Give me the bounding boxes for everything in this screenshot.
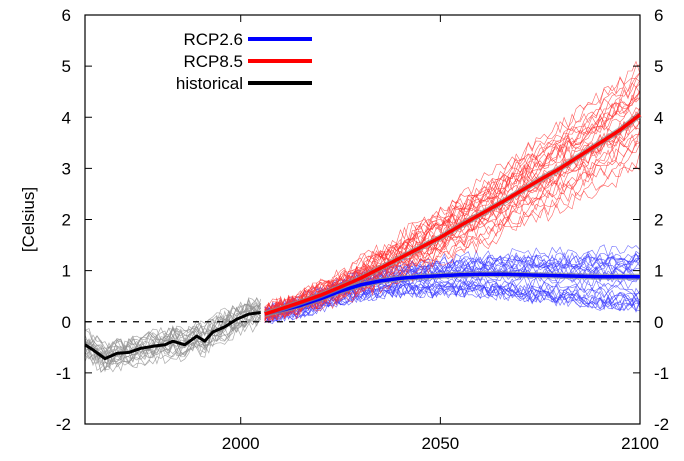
ensemble-member-line <box>264 142 641 320</box>
y-tick-label: 5 <box>62 57 71 76</box>
right-y-tick-label: 2 <box>654 211 663 230</box>
right-y-tick-label: -1 <box>654 364 669 383</box>
y-tick-label: 4 <box>62 108 71 127</box>
right-y-tick-label: 3 <box>654 159 663 178</box>
y-tick-label: -2 <box>56 415 71 434</box>
series-line-rcp8-5 <box>264 113 642 316</box>
ensemble-member-line <box>84 302 261 359</box>
ensemble-member-line <box>84 310 262 370</box>
x-tick-label: 2000 <box>222 434 260 453</box>
ensemble-member-line <box>264 97 641 320</box>
ensemble-member-line <box>84 305 262 363</box>
ensemble-member-line <box>84 303 261 362</box>
series-lines <box>84 112 642 361</box>
ensemble-member-line <box>84 298 262 355</box>
x-tick-label: 2050 <box>421 434 459 453</box>
series-line-historical <box>84 311 261 361</box>
ensemble-member-line <box>264 284 641 322</box>
legend-label: historical <box>176 74 243 93</box>
y-tick-label: 2 <box>62 211 71 230</box>
ensemble-member-line <box>264 79 641 314</box>
ensemble-member-line <box>84 318 261 371</box>
ensemble-historical <box>84 296 262 373</box>
axes: -2 -1 0 1 2 3 4 5 6 -2 -1 0 1 2 3 4 5 6 2000 2050 2100 [Celsi… <box>19 6 669 453</box>
ensemble-member-line <box>264 166 641 320</box>
x-tick-label: 2100 <box>621 434 659 453</box>
series-line-rcp2-6 <box>264 272 640 316</box>
y-tick-label: 6 <box>62 6 71 25</box>
right-y-tick-label: 6 <box>654 6 663 25</box>
legend-label: RCP8.5 <box>183 52 243 71</box>
plot-frame <box>84 14 641 425</box>
ensemble-member-line <box>264 244 641 317</box>
ensemble-member-line <box>84 318 261 373</box>
ensemble-member-line <box>264 60 641 314</box>
y-tick-label: 0 <box>62 313 71 332</box>
right-y-tick-label: 1 <box>654 262 663 281</box>
y-tick-label: -1 <box>56 364 71 383</box>
right-y-tick-label: 5 <box>654 57 663 76</box>
right-y-tick-label: 4 <box>654 108 663 127</box>
legend-label: RCP2.6 <box>183 30 243 49</box>
ensemble-member-line <box>84 309 262 372</box>
right-y-tick-label: 0 <box>654 313 663 332</box>
legend: RCP2.6 RCP8.5 historical <box>176 30 312 93</box>
y-tick-label: 1 <box>62 262 71 281</box>
ensemble-spread <box>84 60 641 373</box>
y-tick-label: 3 <box>62 159 71 178</box>
ensemble-member-line <box>84 308 261 363</box>
y-axis-label: [Celsius] <box>19 187 38 252</box>
ensemble-member-line <box>84 296 262 355</box>
right-y-tick-label: -2 <box>654 415 669 434</box>
ensemble-member-line <box>264 281 641 324</box>
